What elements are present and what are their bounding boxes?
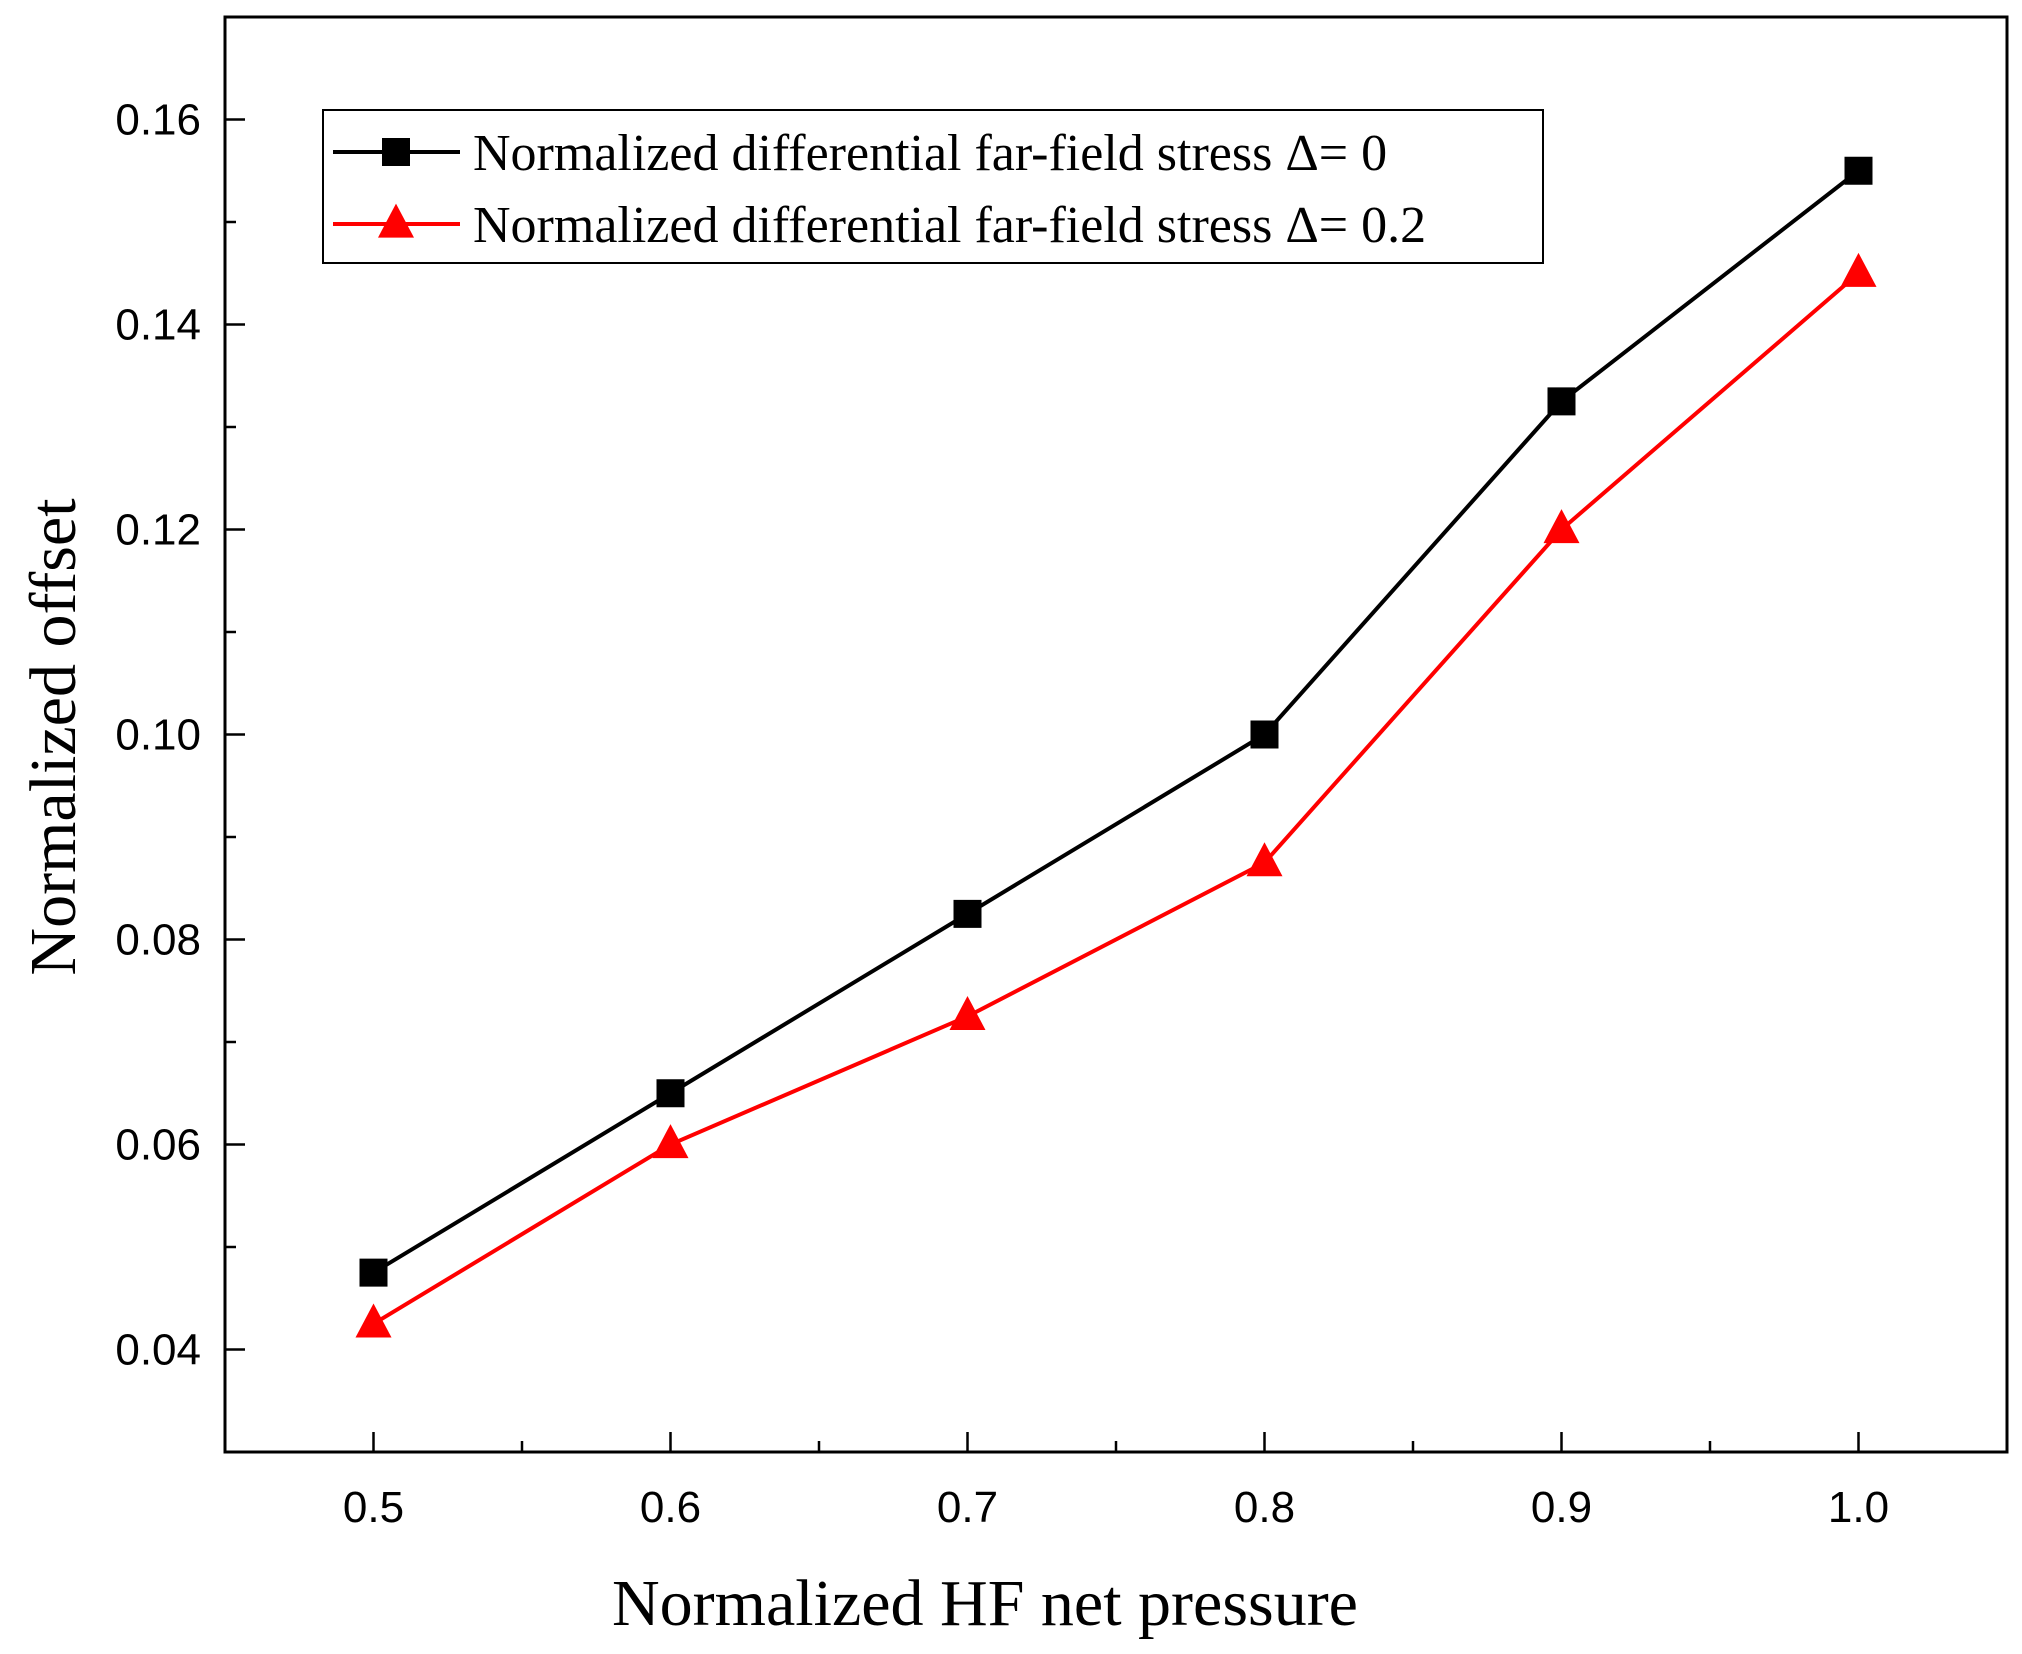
y-tick-label: 0.10	[115, 711, 201, 760]
y-tick-label: 0.08	[115, 916, 201, 965]
data-point	[949, 995, 986, 1030]
series-layer	[355, 156, 1877, 1338]
legend-triangle-marker	[378, 203, 414, 238]
x-axis-title: Normalized HF net pressure	[612, 1567, 1358, 1640]
series-line	[372, 271, 1860, 1326]
data-point	[1844, 156, 1873, 185]
data-point	[656, 1079, 685, 1108]
y-tick-label: 0.06	[115, 1121, 201, 1170]
y-tick-label: 0.12	[115, 506, 201, 555]
data-point	[1246, 842, 1283, 877]
data-point	[1543, 509, 1580, 544]
legend-items: Normalized differential far-field stress…	[333, 125, 1426, 254]
x-tick-label: 0.6	[640, 1483, 701, 1532]
legend-item: Normalized differential far-field stress…	[333, 125, 1387, 182]
data-point	[1250, 720, 1279, 749]
legend-box	[322, 109, 1544, 264]
x-tick-label: 0.9	[1531, 1483, 1592, 1532]
data-point	[1547, 387, 1576, 416]
y-axis-ticks: 0.04 0.06 0.08 0.10 0.12 0.14 0.16	[115, 15, 245, 1454]
data-point	[355, 1303, 392, 1338]
y-tick-label: 0.16	[115, 96, 201, 145]
legend-square-marker	[382, 138, 410, 166]
x-axis-ticks: 0.5 0.6 0.7 0.8 0.9 1.0	[223, 1432, 2009, 1532]
series-2	[355, 252, 1877, 1338]
data-point	[359, 1258, 388, 1287]
x-tick-label: 0.7	[937, 1483, 998, 1532]
series-1	[359, 156, 1873, 1287]
legend-label: Normalized differential far-field stress…	[473, 197, 1426, 254]
data-point	[953, 899, 982, 928]
legend: Normalized differential far-field stress…	[322, 109, 1544, 264]
x-tick-label: 1.0	[1828, 1483, 1889, 1532]
x-tick-label: 0.8	[1234, 1483, 1295, 1532]
y-axis-title: Normalized offset	[17, 498, 90, 975]
legend-item: Normalized differential far-field stress…	[333, 197, 1426, 254]
series-line	[372, 169, 1860, 1275]
x-tick-label: 0.5	[343, 1483, 404, 1532]
legend-label: Normalized differential far-field stress…	[473, 125, 1387, 182]
data-point	[1840, 252, 1877, 287]
data-point	[652, 1124, 689, 1159]
y-tick-label: 0.04	[115, 1326, 201, 1375]
y-tick-label: 0.14	[115, 301, 201, 350]
